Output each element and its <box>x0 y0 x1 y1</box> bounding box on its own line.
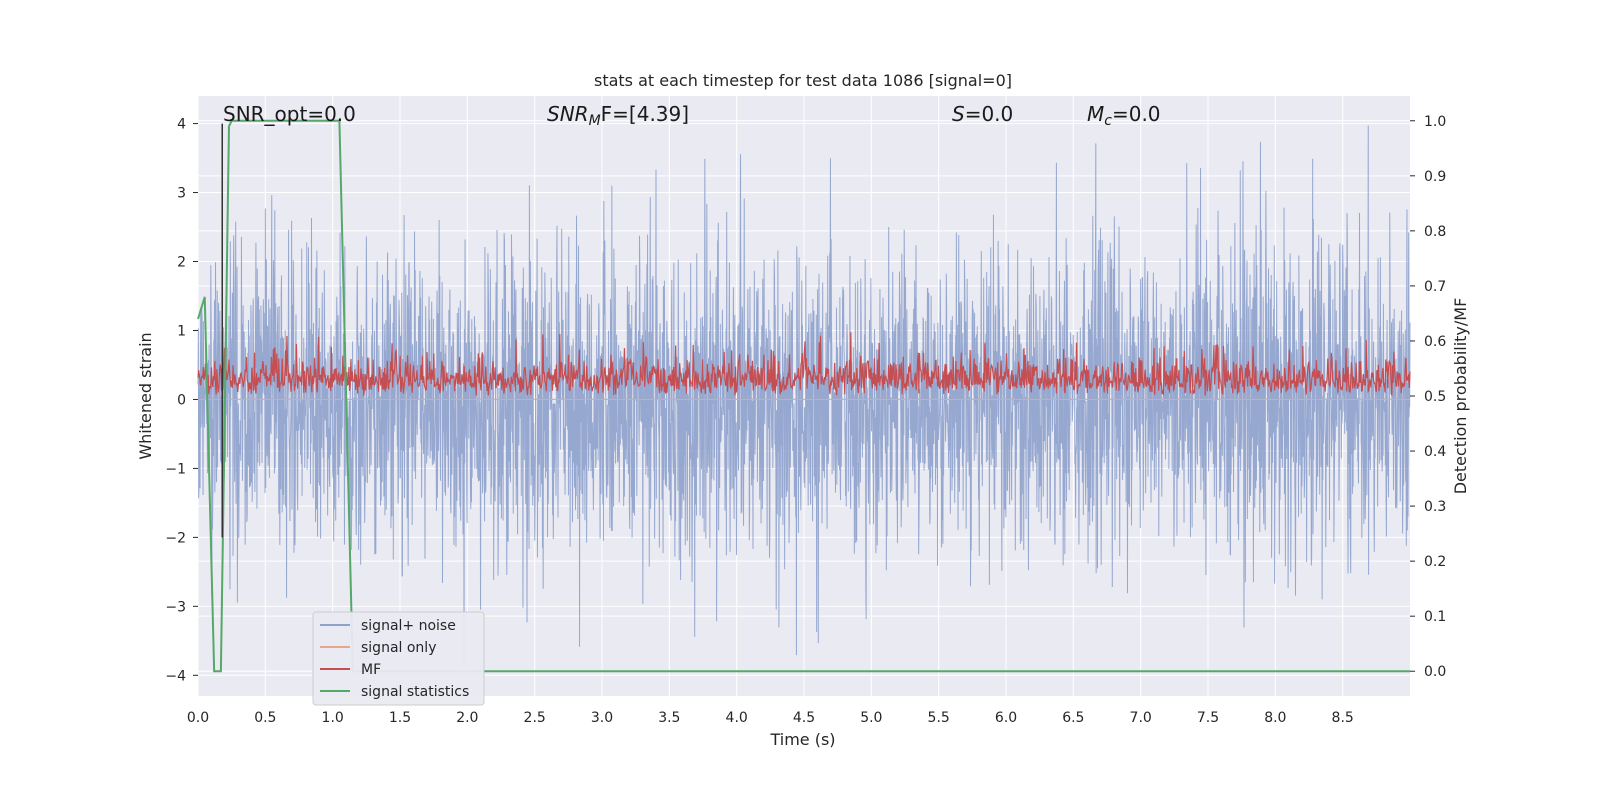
legend-label-signal-statistics: signal statistics <box>361 684 469 700</box>
x-tick-label: 3.5 <box>658 710 680 726</box>
y2-tick-label: 0.2 <box>1424 554 1446 570</box>
y-tick-label: 4 <box>177 117 186 133</box>
y-ticks: −4 −3 −2 −1 0 1 2 3 4 <box>165 117 198 684</box>
x-tick-label: 7.0 <box>1130 710 1152 726</box>
y2-tick-label: 0.4 <box>1424 444 1446 460</box>
y2-tick-label: 0.1 <box>1424 609 1446 625</box>
y-tick-label: −3 <box>165 599 186 615</box>
annotation-snr-mf: SNRMF=[4.39] <box>547 102 689 129</box>
legend: signal+ noise signal only MF signal stat… <box>312 611 485 706</box>
y2-tick-label: 0.7 <box>1424 279 1446 295</box>
x-tick-label: 5.0 <box>860 710 882 726</box>
x-tick-label: 2.0 <box>456 710 478 726</box>
x-tick-label: 4.5 <box>793 710 815 726</box>
x-tick-label: 7.5 <box>1197 710 1219 726</box>
y-tick-label: −2 <box>165 530 186 546</box>
legend-box <box>312 611 485 706</box>
signal-noise-line <box>197 125 1411 669</box>
signal-noise-series <box>197 125 1411 669</box>
y2-tick-label: 0.8 <box>1424 224 1446 240</box>
y2-axis-label: Detection probability/MF <box>1451 298 1470 495</box>
x-ticks: 0.0 0.5 1.0 1.5 2.0 2.5 3.0 3.5 4.0 4.5 5.0 5.5 6.0 6… <box>187 710 1354 726</box>
legend-label-mf: MF <box>361 662 381 678</box>
y2-tick-label: 1.0 <box>1424 114 1446 130</box>
x-tick-label: 0.5 <box>254 710 276 726</box>
legend-label-signal-noise: signal+ noise <box>361 618 456 634</box>
y-tick-label: 2 <box>177 255 186 271</box>
mf-line <box>197 332 1411 396</box>
y-tick-label: 1 <box>177 323 186 339</box>
x-tick-label: 2.5 <box>524 710 546 726</box>
y-tick-label: 3 <box>177 186 186 202</box>
mf-series <box>197 332 1411 396</box>
y2-tick-label: 0.0 <box>1424 664 1446 680</box>
annotation-s: S=0.0 <box>952 102 1013 126</box>
x-tick-label: 3.0 <box>591 710 613 726</box>
y2-tick-label: 0.3 <box>1424 499 1446 515</box>
annotation-mc: Mc=0.0 <box>1087 102 1161 129</box>
y2-ticks: 0.0 0.1 0.2 0.3 0.4 0.5 0.6 0.7 0.8 0.9 1.0 <box>1410 114 1446 680</box>
x-tick-label: 8.5 <box>1332 710 1354 726</box>
y-axis-label: Whitened strain <box>136 332 155 459</box>
annotation-snr-opt: SNR_opt=0.0 <box>223 102 356 126</box>
x-tick-label: 6.5 <box>1062 710 1084 726</box>
legend-label-signal-only: signal only <box>361 640 436 656</box>
y2-tick-label: 0.5 <box>1424 389 1446 405</box>
x-tick-label: 5.5 <box>928 710 950 726</box>
x-tick-label: 6.0 <box>995 710 1017 726</box>
y-tick-label: 0 <box>177 392 186 408</box>
x-tick-label: 4.0 <box>726 710 748 726</box>
x-tick-label: 0.0 <box>187 710 209 726</box>
y2-tick-label: 0.9 <box>1424 169 1446 185</box>
x-tick-label: 8.0 <box>1264 710 1286 726</box>
y2-tick-label: 0.6 <box>1424 334 1446 350</box>
y-tick-label: −4 <box>165 668 186 684</box>
chart-title: stats at each timestep for test data 108… <box>594 71 1012 90</box>
x-tick-label: 1.5 <box>389 710 411 726</box>
x-tick-label: 1.0 <box>322 710 344 726</box>
x-axis-label: Time (s) <box>769 730 835 749</box>
y-tick-label: −1 <box>165 461 186 477</box>
